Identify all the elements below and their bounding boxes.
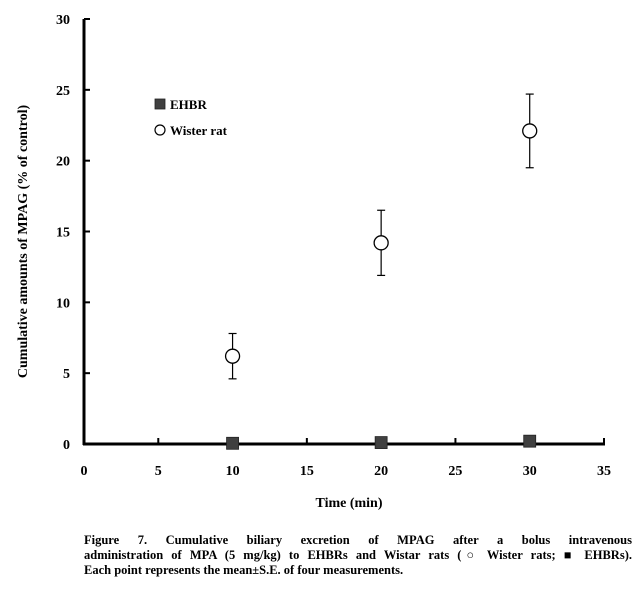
x-axis-title: Time (min) [315,496,382,511]
x-tick-label: 30 [523,464,537,479]
y-tick-label: 20 [56,155,70,170]
x-tick-label: 35 [597,464,611,479]
legend-label: Wister rat [170,123,228,138]
figure-caption: Figure 7. Cumulative biliary excretion o… [84,533,632,578]
caption-line-2: administration of MPA (5 mg/kg) to EHBRs… [84,548,632,562]
caption-line-3: Each point represents the mean±S.E. of f… [84,563,404,577]
legend-wister-rat-marker [154,124,166,136]
axes: 0 5 10 15 20 25 30 35 0 5 10 15 20 25 30 [56,13,611,479]
caption-line-1: Figure 7. Cumulative biliary excretion o… [84,533,632,547]
y-tick-label: 25 [56,84,70,99]
legend-ehbr-marker [154,98,166,110]
x-tick-label: 20 [374,464,388,479]
wister-rat-point [224,348,241,364]
x-tick-label: 5 [155,464,162,479]
ehbr-point [523,434,537,448]
ehbr-point [374,436,388,449]
y-tick-label: 0 [63,438,70,453]
y-axis-title: Cumulative amounts of MPAG (% of control… [16,105,31,379]
y-tick-label: 30 [56,13,70,28]
x-tick-label: 0 [81,464,88,479]
x-tick-label: 10 [226,464,240,479]
legend: EHBR Wister rat [154,97,228,138]
y-tick-label: 10 [56,296,70,311]
legend-label: EHBR [170,97,207,112]
wister-rat-point [522,123,538,139]
y-tick-label: 15 [56,226,70,241]
x-tick-label: 25 [448,464,462,479]
x-tick-label: 15 [300,464,314,479]
wister-rat-point [373,235,389,251]
ehbr-point [226,436,239,450]
data-marks [224,93,538,450]
y-tick-label: 5 [63,367,70,382]
